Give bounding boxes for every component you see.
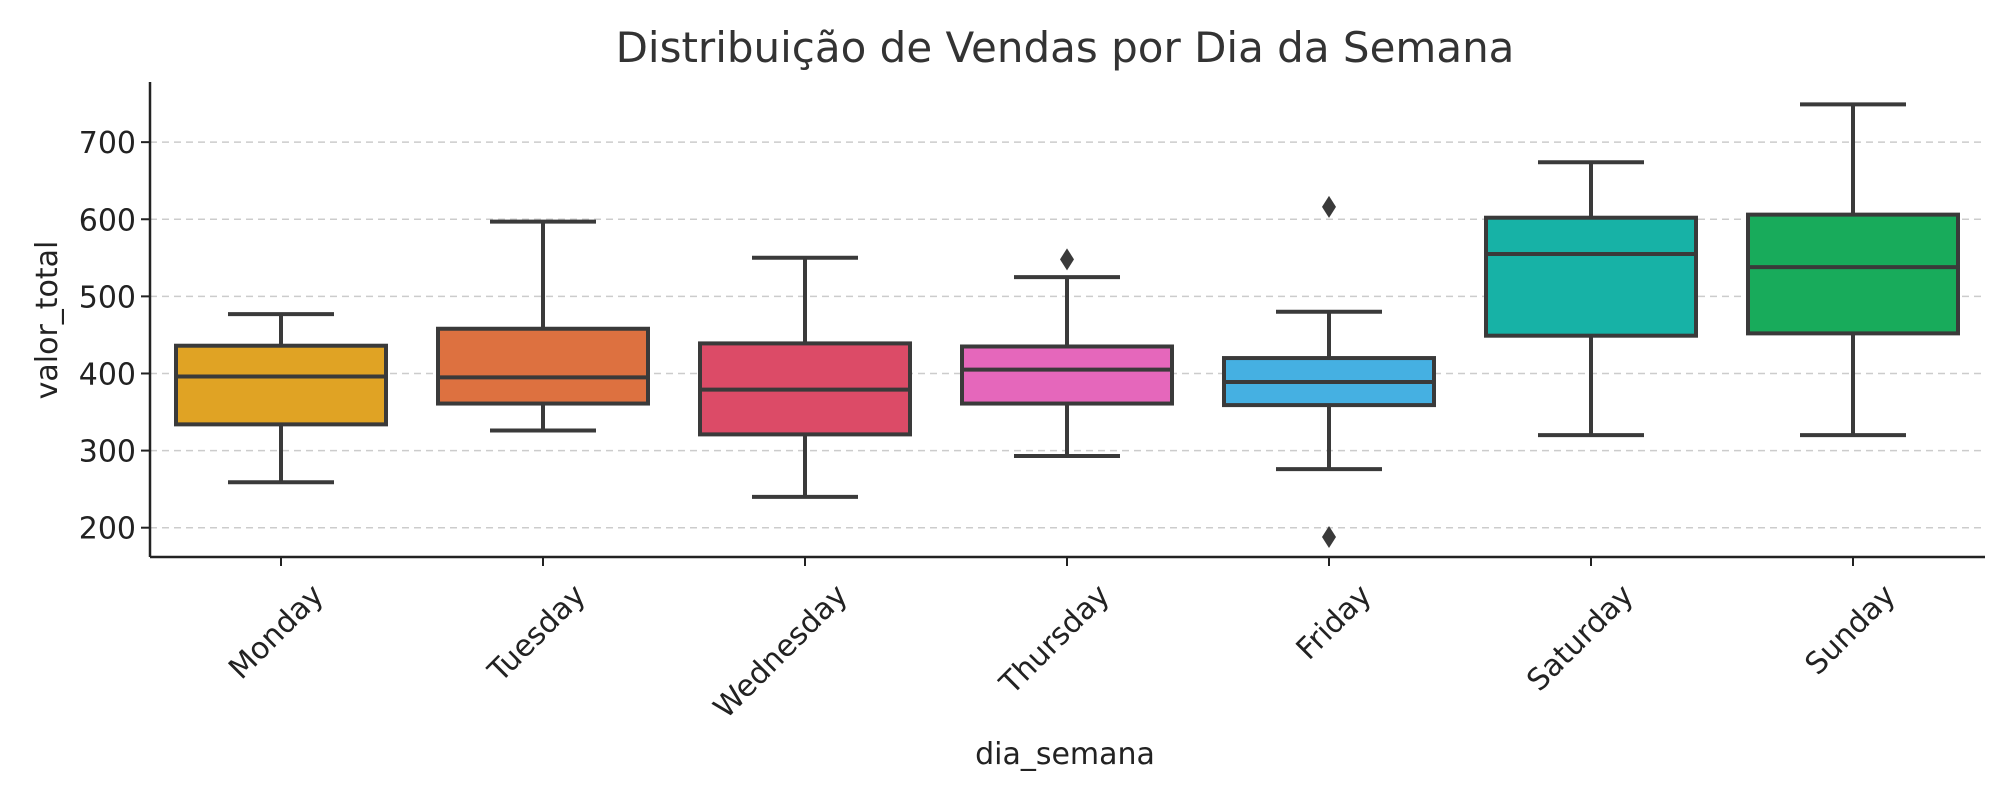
x-tick-label: Thursday	[993, 578, 1117, 702]
x-tick-label: Friday	[1290, 578, 1379, 667]
x-tick-label: Tuesday	[481, 578, 593, 690]
box-layer	[174, 102, 1960, 548]
box-group-thursday	[960, 248, 1174, 458]
box-iqr	[960, 344, 1174, 406]
box-group-saturday	[1484, 160, 1698, 438]
box-group-wednesday	[698, 255, 912, 499]
box-group-sunday	[1746, 102, 1960, 438]
y-tick-label: 600	[79, 203, 136, 238]
x-tick-layer: Monday Tuesday Wednesday Thursday Friday Satu…	[222, 557, 1903, 726]
box-group-friday	[1222, 195, 1436, 548]
x-tick-label: Sunday	[1799, 578, 1903, 682]
y-axis-label: valor_total	[30, 241, 65, 400]
x-axis-label: dia_semana	[975, 737, 1155, 772]
x-tick-label: Monday	[222, 578, 330, 686]
x-tick-label: Wednesday	[707, 578, 855, 726]
y-tick-label: 300	[79, 435, 136, 470]
box-iqr	[436, 326, 650, 406]
y-tick-layer: 200 300 400 500 600 700	[79, 126, 150, 547]
box-group-tuesday	[436, 219, 650, 433]
outlier-marker	[1060, 248, 1074, 271]
box-group-monday	[174, 312, 388, 485]
chart-title: Distribuição de Vendas por Dia da Semana	[616, 23, 1515, 72]
box-iqr	[174, 343, 388, 427]
box-iqr	[1746, 212, 1960, 336]
outlier-marker	[1322, 525, 1336, 548]
y-tick-label: 200	[79, 512, 136, 547]
outlier-marker	[1322, 195, 1336, 218]
y-tick-label: 400	[79, 357, 136, 392]
box-iqr	[1484, 215, 1698, 338]
y-tick-label: 700	[79, 126, 136, 161]
y-tick-label: 500	[79, 280, 136, 315]
x-tick-label: Saturday	[1520, 578, 1640, 698]
